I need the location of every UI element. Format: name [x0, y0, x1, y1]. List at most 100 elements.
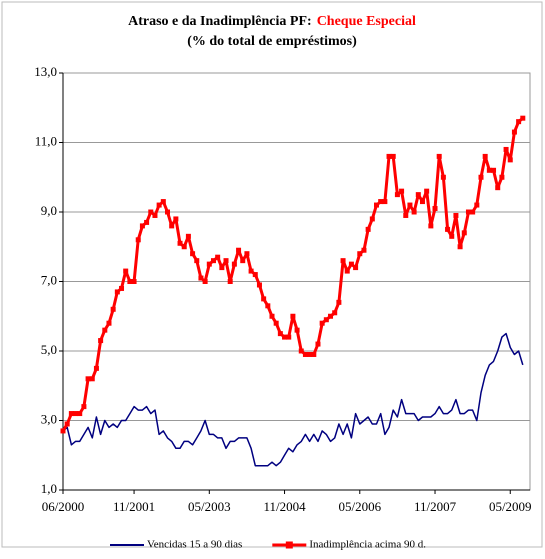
- y-tick-label: 3,0: [41, 411, 57, 426]
- data-point: [307, 351, 313, 357]
- data-point: [194, 258, 200, 264]
- legend-marker: [285, 541, 293, 549]
- data-point: [85, 376, 91, 382]
- data-point: [520, 115, 526, 121]
- data-point: [445, 226, 451, 232]
- data-point: [415, 192, 421, 198]
- data-point: [482, 153, 488, 159]
- data-point: [273, 320, 279, 326]
- data-point: [223, 258, 229, 264]
- data-point: [390, 153, 396, 159]
- data-point: [328, 313, 334, 319]
- x-tick-label: 11/2007: [414, 499, 457, 514]
- x-tick-label: 05/2006: [338, 499, 381, 514]
- data-point: [357, 251, 363, 257]
- data-point: [156, 202, 162, 208]
- data-point: [144, 219, 150, 225]
- data-point: [148, 209, 154, 215]
- data-point: [169, 223, 175, 229]
- data-point: [177, 240, 183, 246]
- data-point: [436, 153, 442, 159]
- data-point: [98, 338, 104, 344]
- data-point: [470, 209, 476, 215]
- data-point: [206, 261, 212, 267]
- data-point: [106, 320, 112, 326]
- data-point: [403, 212, 409, 218]
- data-point: [503, 146, 509, 152]
- data-point: [315, 341, 321, 347]
- data-point: [440, 174, 446, 180]
- data-point: [81, 404, 87, 410]
- data-point: [365, 226, 371, 232]
- data-point: [252, 272, 258, 278]
- data-point: [344, 268, 350, 274]
- data-point: [73, 411, 79, 417]
- data-point: [269, 313, 275, 319]
- data-point: [298, 348, 304, 354]
- data-point: [323, 317, 329, 323]
- data-point: [507, 157, 513, 163]
- data-point: [453, 212, 459, 218]
- title-highlight: Cheque Especial: [317, 14, 416, 29]
- data-point: [407, 202, 413, 208]
- y-tick-label: 5,0: [41, 342, 57, 357]
- legend-label: Inadimplência acima 90 d.: [309, 539, 426, 551]
- data-point: [461, 230, 467, 236]
- data-point: [290, 313, 296, 319]
- data-point: [110, 306, 116, 312]
- data-point: [236, 247, 242, 253]
- data-point: [165, 209, 170, 215]
- data-point: [486, 167, 492, 173]
- data-point: [491, 167, 497, 173]
- y-tick-label: 9,0: [41, 203, 57, 218]
- x-tick-label: 05/2009: [489, 499, 532, 514]
- data-point: [411, 209, 417, 215]
- data-point: [516, 119, 522, 125]
- data-point: [102, 327, 108, 333]
- data-point: [382, 199, 388, 205]
- data-point: [394, 192, 400, 198]
- data-point: [286, 334, 292, 340]
- data-point: [181, 244, 187, 250]
- data-point: [374, 202, 379, 208]
- data-point: [231, 261, 237, 267]
- data-point: [202, 279, 208, 284]
- y-tick-label: 11,0: [35, 133, 57, 148]
- data-point: [131, 279, 137, 284]
- data-point: [114, 289, 120, 295]
- data-point: [77, 411, 83, 417]
- data-point: [424, 188, 430, 194]
- data-point: [332, 310, 338, 316]
- data-point: [499, 174, 505, 180]
- data-point: [457, 244, 463, 250]
- data-point: [210, 258, 216, 264]
- data-point: [319, 320, 325, 326]
- data-point: [240, 258, 246, 264]
- data-point: [219, 265, 225, 271]
- data-point: [386, 153, 392, 159]
- data-point: [119, 285, 125, 291]
- x-tick-label: 06/2000: [42, 499, 85, 514]
- data-point: [139, 223, 145, 229]
- data-point: [449, 233, 455, 239]
- data-point: [378, 199, 384, 205]
- data-point: [185, 233, 191, 239]
- data-point: [60, 428, 66, 434]
- data-point: [277, 331, 283, 337]
- data-point: [261, 296, 267, 302]
- data-point: [361, 247, 367, 253]
- data-point: [89, 376, 95, 382]
- data-point: [294, 327, 300, 333]
- data-point: [160, 199, 166, 205]
- y-tick-label: 13,0: [34, 64, 57, 79]
- data-point: [432, 206, 438, 212]
- series-line: [62, 332, 524, 467]
- data-point: [474, 202, 480, 208]
- data-point: [302, 351, 308, 357]
- data-point: [68, 411, 74, 417]
- title-main: Atraso e da Inadimplência PF:: [128, 14, 312, 29]
- data-point: [399, 188, 405, 194]
- chart-title: Atraso e da Inadimplência PF: Cheque Espe…: [128, 14, 416, 29]
- data-point: [248, 268, 254, 274]
